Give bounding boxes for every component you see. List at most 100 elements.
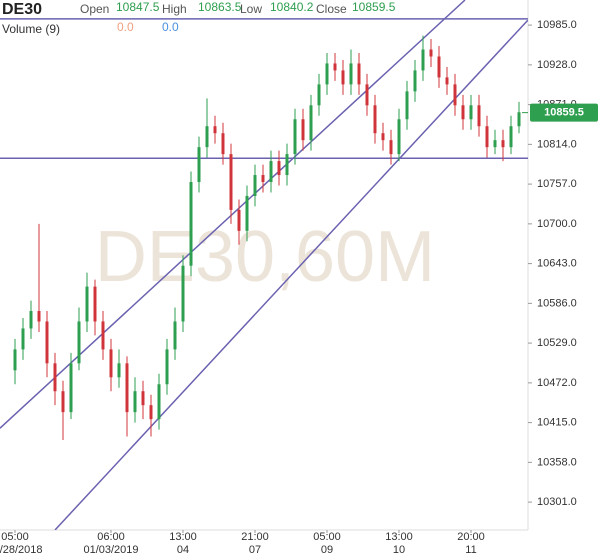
y-tick-label: 10757.0 bbox=[537, 178, 577, 190]
x-tick-label: 06:00 bbox=[97, 531, 125, 543]
watermark: DE30,60M bbox=[95, 217, 435, 297]
x-tick-label: 13:00 bbox=[169, 531, 197, 543]
candle-body bbox=[309, 105, 313, 141]
x-tick-label: 20:00 bbox=[457, 531, 485, 543]
candle-body bbox=[45, 321, 49, 364]
candle-body bbox=[117, 363, 121, 378]
candle-body bbox=[461, 105, 465, 120]
last-price-label: 10859.5 bbox=[544, 107, 584, 119]
candle-body bbox=[477, 105, 481, 127]
candle-body bbox=[277, 161, 281, 176]
candle-body bbox=[197, 147, 201, 183]
candle-body bbox=[485, 126, 489, 148]
y-tick-label: 10415.0 bbox=[537, 417, 577, 429]
y-tick-label: 10301.0 bbox=[537, 496, 577, 508]
candle-body bbox=[509, 126, 513, 148]
candle-body bbox=[149, 405, 153, 420]
candle-body bbox=[413, 70, 417, 92]
volume-value: 0.0 bbox=[162, 20, 179, 34]
legend-label: Close bbox=[316, 2, 347, 16]
candle-body bbox=[453, 84, 457, 106]
candle-body bbox=[69, 363, 73, 413]
candle-body bbox=[501, 140, 505, 148]
candle-body bbox=[237, 209, 241, 231]
candle-body bbox=[301, 119, 305, 141]
candle-body bbox=[53, 363, 57, 392]
candle-body bbox=[325, 63, 329, 85]
candle-body bbox=[101, 321, 105, 350]
candle-body bbox=[429, 49, 433, 57]
candle-body bbox=[349, 63, 353, 85]
x-tick-label: 05:00 bbox=[1, 531, 29, 543]
candle-body bbox=[173, 321, 177, 350]
candle-body bbox=[77, 321, 81, 364]
legend-value: 10859.5 bbox=[352, 0, 396, 14]
x-tick-sublabel: 11 bbox=[465, 544, 476, 556]
candle-body bbox=[61, 391, 65, 413]
x-tick-sublabel: 07 bbox=[249, 544, 261, 556]
volume-value: 0.0 bbox=[117, 20, 134, 34]
x-tick-sublabel: 01/03/2019 bbox=[83, 544, 138, 556]
y-tick-label: 10928.0 bbox=[537, 59, 577, 71]
candle-body bbox=[37, 311, 41, 322]
candle-body bbox=[397, 119, 401, 155]
y-tick-label: 10529.0 bbox=[537, 337, 577, 349]
x-tick-sublabel: 04 bbox=[177, 544, 189, 556]
candle-body bbox=[181, 265, 185, 322]
candle-body bbox=[469, 105, 473, 120]
y-tick-label: 10814.0 bbox=[537, 138, 577, 150]
candle-body bbox=[245, 195, 249, 231]
candle-body bbox=[269, 161, 273, 183]
candle-body bbox=[21, 328, 25, 350]
candle-body bbox=[109, 349, 113, 378]
x-tick-sublabel: 09 bbox=[321, 544, 333, 556]
candle-body bbox=[421, 49, 425, 71]
y-tick-label: 10472.0 bbox=[537, 377, 577, 389]
legend-value: 10863.5 bbox=[198, 0, 242, 14]
candle-body bbox=[253, 175, 257, 196]
x-tick-label: 13:00 bbox=[385, 531, 413, 543]
candle-body bbox=[261, 175, 265, 183]
y-tick-label: 10586.0 bbox=[537, 297, 577, 309]
x-tick-sublabel: 10 bbox=[393, 544, 405, 556]
legend-value: 10847.5 bbox=[116, 0, 160, 14]
candle-body bbox=[213, 126, 217, 134]
candle-body bbox=[381, 133, 385, 141]
candle-body bbox=[29, 311, 33, 329]
candle-body bbox=[357, 63, 361, 85]
candle-body bbox=[445, 77, 449, 85]
candle-body bbox=[133, 391, 137, 413]
legend-label: Open bbox=[80, 2, 109, 16]
candle-body bbox=[373, 105, 377, 134]
plot-area bbox=[0, 0, 528, 530]
candle-body bbox=[93, 286, 97, 322]
candle-body bbox=[85, 286, 89, 322]
candle-body bbox=[221, 133, 225, 155]
candle-body bbox=[341, 70, 345, 85]
candle-body bbox=[493, 140, 497, 148]
candle-body bbox=[517, 112, 521, 127]
y-tick-label: 10985.0 bbox=[537, 19, 577, 31]
candle-body bbox=[165, 349, 169, 385]
candle-body bbox=[437, 56, 441, 78]
candle-body bbox=[285, 154, 289, 176]
candle-body bbox=[141, 391, 145, 406]
candle-body bbox=[317, 84, 321, 106]
legend-value: 10840.2 bbox=[270, 0, 314, 14]
x-tick-sublabel: 12/28/2018 bbox=[0, 544, 43, 556]
y-tick-label: 10643.0 bbox=[537, 258, 577, 270]
chart-title: DE30 bbox=[2, 1, 42, 18]
volume-label: Volume (9) bbox=[2, 22, 60, 36]
x-tick-label: 21:00 bbox=[241, 531, 269, 543]
candle-body bbox=[365, 84, 369, 106]
legend-label: High bbox=[162, 2, 187, 16]
candle-body bbox=[205, 126, 209, 148]
candle-body bbox=[13, 349, 17, 371]
x-tick-label: 05:00 bbox=[313, 531, 341, 543]
y-tick-label: 10700.0 bbox=[537, 218, 577, 230]
trend-line bbox=[54, 19, 528, 530]
legend-label: Low bbox=[240, 2, 262, 16]
candle-body bbox=[405, 91, 409, 120]
